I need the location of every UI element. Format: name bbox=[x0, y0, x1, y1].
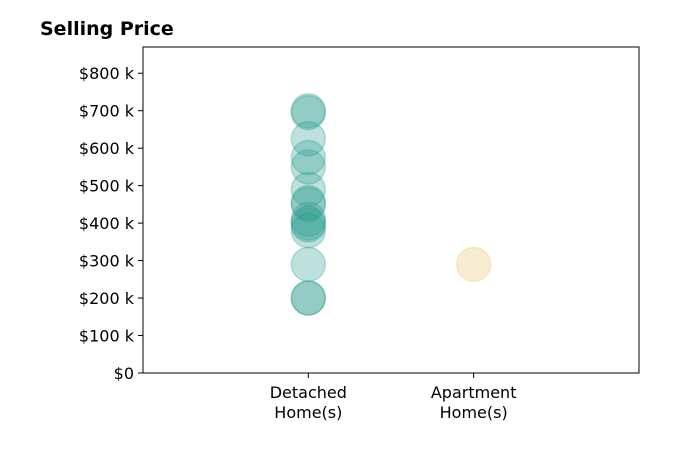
x-tick-label: Apartment Home(s) bbox=[431, 383, 517, 422]
plot-area: $0 $100 k $200 k $300 k $400 k $500 k $600 k $7… bbox=[79, 46, 640, 422]
data-point bbox=[290, 246, 327, 283]
data-point bbox=[290, 184, 327, 221]
y-tick-label: $500 k bbox=[79, 177, 135, 196]
plot-frame bbox=[142, 46, 640, 374]
data-point bbox=[290, 201, 327, 238]
data-point bbox=[290, 139, 327, 176]
chart-title: Selling Price bbox=[40, 18, 174, 40]
y-tick-label: $300 k bbox=[79, 252, 135, 271]
data-point bbox=[290, 149, 327, 185]
data-point bbox=[290, 94, 327, 131]
y-tick-label: $800 k bbox=[79, 64, 135, 83]
data-point bbox=[290, 171, 327, 208]
y-tick-label: $0 bbox=[114, 364, 134, 383]
y-tick-label: $100 k bbox=[79, 327, 135, 346]
data-point bbox=[290, 212, 327, 249]
y-tick-label: $600 k bbox=[79, 139, 135, 158]
data-point bbox=[455, 246, 492, 283]
x-tick-label: Detached Home(s) bbox=[270, 383, 347, 422]
data-point bbox=[290, 92, 327, 129]
y-tick-label: $200 k bbox=[79, 289, 135, 308]
y-tick-label: $700 k bbox=[79, 102, 135, 121]
data-point bbox=[290, 121, 327, 157]
data-point bbox=[290, 207, 327, 243]
y-tick-label: $400 k bbox=[79, 214, 135, 233]
data-point bbox=[290, 186, 327, 223]
data-point bbox=[290, 205, 327, 241]
data-point bbox=[290, 280, 327, 316]
data-point bbox=[290, 280, 327, 316]
